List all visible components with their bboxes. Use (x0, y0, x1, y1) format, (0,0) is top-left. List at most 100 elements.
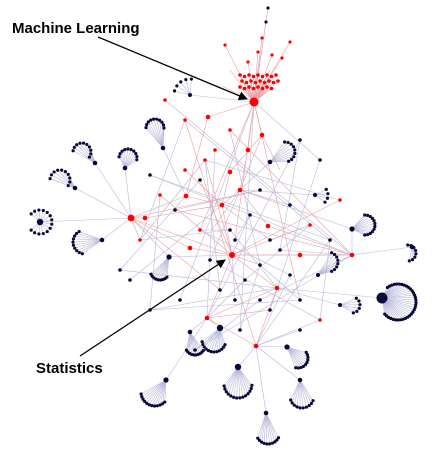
edge (180, 102, 254, 300)
ml-leaf-node (288, 40, 291, 43)
leaf-node (71, 240, 74, 243)
leaf-node (358, 307, 361, 310)
ml-leaf-node (276, 79, 280, 83)
leaf-node (335, 265, 338, 268)
leaf-node (37, 208, 40, 211)
leaf-node (225, 390, 228, 393)
node (298, 328, 302, 332)
leaf-node (50, 223, 53, 226)
edge (163, 148, 186, 196)
ml-leaf-node (256, 50, 259, 53)
leaf-node (250, 387, 253, 390)
statistics-node (229, 252, 235, 258)
ml-leaf-node (270, 87, 274, 91)
leaf-node (336, 259, 339, 262)
node (338, 198, 342, 202)
node (267, 7, 270, 10)
leaf-node (294, 366, 297, 369)
leaf-node (363, 213, 366, 216)
node (118, 268, 122, 272)
edge (185, 120, 330, 240)
edge (240, 190, 315, 195)
highlight-node (246, 148, 251, 153)
leaf-node (82, 142, 85, 145)
leaf-node (411, 258, 414, 261)
highlight-node (205, 316, 210, 321)
edge (340, 301, 359, 305)
ml-leaf-node (260, 36, 263, 39)
ml-leaf-node (223, 43, 226, 46)
hub-node (37, 219, 43, 225)
ml-leaf-node (267, 79, 271, 83)
node (288, 273, 292, 277)
leaf-node (89, 152, 92, 155)
highlight-node (228, 170, 233, 175)
highlight-node (188, 246, 193, 251)
ml-leaf-node (265, 73, 269, 77)
leaf-node (333, 268, 336, 271)
leaf-node (290, 158, 293, 161)
leaf-node (50, 173, 53, 176)
node (298, 298, 302, 302)
highlight-node (260, 133, 265, 138)
ml-leaf-node (243, 75, 247, 79)
edge (149, 380, 166, 405)
leaf-node (120, 150, 123, 153)
leaf-node (336, 262, 339, 265)
edge (150, 288, 277, 310)
leaf-node (201, 343, 204, 346)
highlight-edge (254, 102, 300, 300)
leaf-node (67, 173, 70, 176)
highlight-node (254, 344, 259, 349)
node (238, 328, 242, 332)
leaf-node (326, 192, 329, 195)
highlight-edge (186, 117, 208, 196)
leaf-node (373, 225, 376, 228)
leaf-node (78, 142, 81, 145)
leaf-node (406, 243, 409, 246)
leaf-node (71, 149, 74, 152)
leaf-node (215, 350, 218, 353)
highlight-edge (200, 102, 254, 230)
leaf-node (295, 405, 298, 408)
leaf-node (140, 392, 143, 395)
node (278, 248, 282, 252)
edge (235, 215, 250, 240)
node (308, 223, 312, 227)
leaf-node (308, 404, 311, 407)
ml-leaf-node (261, 87, 265, 91)
node (248, 213, 252, 217)
leaf-node (73, 247, 76, 250)
edge (205, 160, 340, 200)
highlight-edge (208, 102, 254, 117)
leaf-node (408, 259, 411, 262)
highlight-node (350, 253, 355, 258)
leaf-node (293, 404, 296, 407)
node (233, 298, 237, 302)
leaf-node (292, 155, 295, 158)
hub-node (410, 245, 415, 250)
leaf-node (135, 158, 138, 161)
node (318, 158, 322, 162)
ml-leaf-node (246, 60, 249, 63)
leaf-node (238, 396, 241, 399)
leaf-node (352, 311, 355, 314)
leaf-node (185, 349, 188, 352)
node (198, 178, 202, 182)
leaf-node (49, 227, 52, 230)
leaf-node (175, 84, 178, 87)
node (243, 278, 247, 282)
node (178, 298, 182, 302)
leaf-node (152, 118, 155, 121)
edge (190, 79, 191, 95)
leaf-node (30, 212, 33, 215)
ml-leaf-node (270, 53, 273, 56)
node (213, 148, 217, 152)
leaf-node (383, 313, 386, 316)
leaf-node (330, 270, 333, 273)
leaf-node (366, 233, 369, 236)
leaf-node (271, 442, 274, 445)
edge (294, 380, 300, 405)
